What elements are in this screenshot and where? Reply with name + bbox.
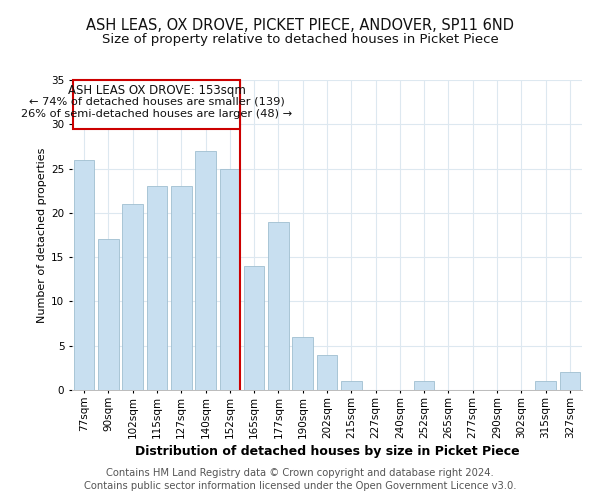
- Bar: [341, 381, 362, 390]
- Bar: [171, 186, 191, 390]
- Text: ASH LEAS OX DROVE: 153sqm: ASH LEAS OX DROVE: 153sqm: [68, 84, 245, 96]
- Text: Contains HM Land Registry data © Crown copyright and database right 2024.: Contains HM Land Registry data © Crown c…: [106, 468, 494, 477]
- Text: Contains public sector information licensed under the Open Government Licence v3: Contains public sector information licen…: [84, 481, 516, 491]
- Bar: [292, 337, 313, 390]
- Bar: [268, 222, 289, 390]
- Bar: [195, 151, 216, 390]
- Text: Size of property relative to detached houses in Picket Piece: Size of property relative to detached ho…: [101, 32, 499, 46]
- Text: ← 74% of detached houses are smaller (139): ← 74% of detached houses are smaller (13…: [29, 97, 284, 107]
- Bar: [560, 372, 580, 390]
- Bar: [122, 204, 143, 390]
- Text: ASH LEAS, OX DROVE, PICKET PIECE, ANDOVER, SP11 6ND: ASH LEAS, OX DROVE, PICKET PIECE, ANDOVE…: [86, 18, 514, 32]
- Bar: [220, 168, 240, 390]
- Bar: [74, 160, 94, 390]
- X-axis label: Distribution of detached houses by size in Picket Piece: Distribution of detached houses by size …: [134, 444, 520, 458]
- Bar: [414, 381, 434, 390]
- Bar: [98, 240, 119, 390]
- Bar: [244, 266, 265, 390]
- Bar: [146, 186, 167, 390]
- Text: 26% of semi-detached houses are larger (48) →: 26% of semi-detached houses are larger (…: [21, 109, 292, 119]
- Bar: [535, 381, 556, 390]
- Y-axis label: Number of detached properties: Number of detached properties: [37, 148, 47, 322]
- FancyBboxPatch shape: [73, 80, 240, 128]
- Bar: [317, 354, 337, 390]
